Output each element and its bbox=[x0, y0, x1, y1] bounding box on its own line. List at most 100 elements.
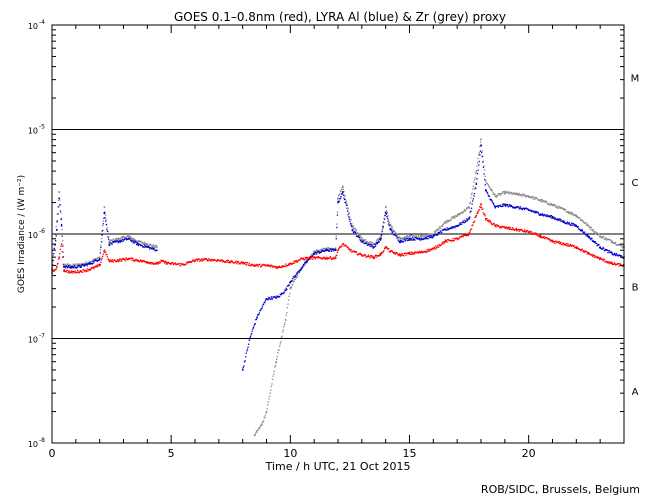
data-point bbox=[150, 244, 152, 246]
data-point bbox=[557, 205, 560, 207]
data-point bbox=[473, 179, 476, 181]
data-point bbox=[274, 364, 277, 367]
data-point bbox=[531, 231, 533, 233]
data-point bbox=[608, 250, 610, 252]
data-point bbox=[180, 264, 182, 267]
data-point bbox=[418, 251, 420, 253]
data-point bbox=[392, 251, 395, 253]
data-point bbox=[262, 421, 264, 423]
data-point bbox=[193, 260, 196, 263]
data-point bbox=[388, 221, 390, 223]
data-point bbox=[53, 247, 56, 250]
data-point bbox=[566, 243, 568, 245]
data-point bbox=[172, 262, 174, 264]
data-point bbox=[430, 235, 433, 237]
data-point bbox=[280, 341, 282, 343]
data-point bbox=[119, 241, 122, 243]
data-point bbox=[253, 323, 256, 326]
data-point bbox=[408, 252, 411, 255]
data-point bbox=[477, 212, 479, 214]
data-point bbox=[70, 264, 72, 267]
data-point bbox=[143, 241, 146, 243]
data-point bbox=[371, 256, 373, 258]
data-point bbox=[295, 260, 297, 263]
data-point bbox=[129, 238, 131, 240]
data-point bbox=[210, 260, 212, 262]
data-point bbox=[279, 296, 281, 298]
data-point bbox=[337, 249, 339, 251]
data-point bbox=[245, 352, 247, 354]
data-point bbox=[117, 260, 119, 263]
data-point bbox=[508, 226, 510, 228]
data-point bbox=[472, 198, 474, 200]
data-point bbox=[56, 265, 58, 267]
data-point bbox=[60, 225, 63, 227]
data-point bbox=[267, 298, 269, 300]
data-point bbox=[366, 241, 368, 243]
data-point bbox=[139, 244, 141, 246]
data-point bbox=[326, 247, 328, 249]
data-point bbox=[551, 240, 554, 243]
x-tick-label: 5 bbox=[168, 447, 175, 460]
data-point bbox=[414, 251, 416, 253]
data-point bbox=[122, 257, 124, 260]
y-tick-base: 10 bbox=[28, 127, 38, 136]
data-point bbox=[534, 210, 536, 212]
data-point bbox=[486, 192, 489, 194]
data-point bbox=[590, 239, 592, 241]
data-point bbox=[83, 269, 85, 272]
data-point bbox=[527, 231, 530, 233]
y-axis: 10-810-710-610-510-4 bbox=[28, 19, 624, 449]
data-point bbox=[196, 260, 199, 262]
data-point bbox=[362, 241, 364, 244]
data-point bbox=[593, 240, 595, 243]
data-point bbox=[101, 257, 103, 259]
data-point bbox=[599, 235, 601, 238]
data-point bbox=[89, 262, 91, 265]
data-point bbox=[569, 243, 572, 246]
data-point bbox=[317, 249, 320, 251]
data-point bbox=[313, 257, 315, 259]
data-point bbox=[174, 262, 177, 264]
data-point bbox=[420, 238, 423, 240]
data-point bbox=[116, 240, 119, 242]
data-point bbox=[456, 238, 458, 240]
y-tick-label: 10 -8 bbox=[28, 437, 45, 449]
data-point bbox=[507, 203, 509, 206]
data-point bbox=[523, 230, 525, 233]
data-point bbox=[72, 266, 74, 268]
data-point bbox=[541, 213, 544, 215]
data-point bbox=[155, 246, 157, 248]
data-point bbox=[469, 231, 471, 233]
data-point bbox=[131, 238, 134, 240]
data-point bbox=[369, 245, 371, 248]
chart-title: GOES 0.1–0.8nm (red), LYRA Al (blue) & Z… bbox=[174, 10, 506, 24]
data-point bbox=[519, 206, 522, 208]
data-point bbox=[118, 258, 121, 260]
data-point bbox=[289, 287, 292, 290]
data-point bbox=[273, 265, 275, 268]
data-point bbox=[134, 238, 136, 241]
data-point bbox=[398, 255, 400, 257]
data-point bbox=[381, 228, 383, 231]
data-point bbox=[474, 188, 476, 190]
data-point bbox=[430, 249, 433, 251]
data-point bbox=[444, 242, 446, 244]
data-point bbox=[131, 240, 134, 242]
data-point bbox=[89, 268, 91, 271]
data-point bbox=[283, 291, 286, 293]
data-point bbox=[220, 260, 222, 262]
data-point bbox=[483, 213, 486, 215]
data-point bbox=[586, 235, 588, 237]
data-point bbox=[497, 205, 499, 207]
data-point bbox=[270, 298, 272, 301]
data-point bbox=[517, 228, 520, 231]
data-point bbox=[293, 262, 296, 264]
data-point bbox=[551, 216, 554, 218]
data-point bbox=[592, 239, 594, 242]
data-point bbox=[556, 207, 558, 209]
data-point bbox=[436, 246, 438, 249]
data-point bbox=[389, 225, 392, 227]
data-point bbox=[441, 231, 443, 233]
y-tick-label: 10 -4 bbox=[28, 19, 45, 31]
